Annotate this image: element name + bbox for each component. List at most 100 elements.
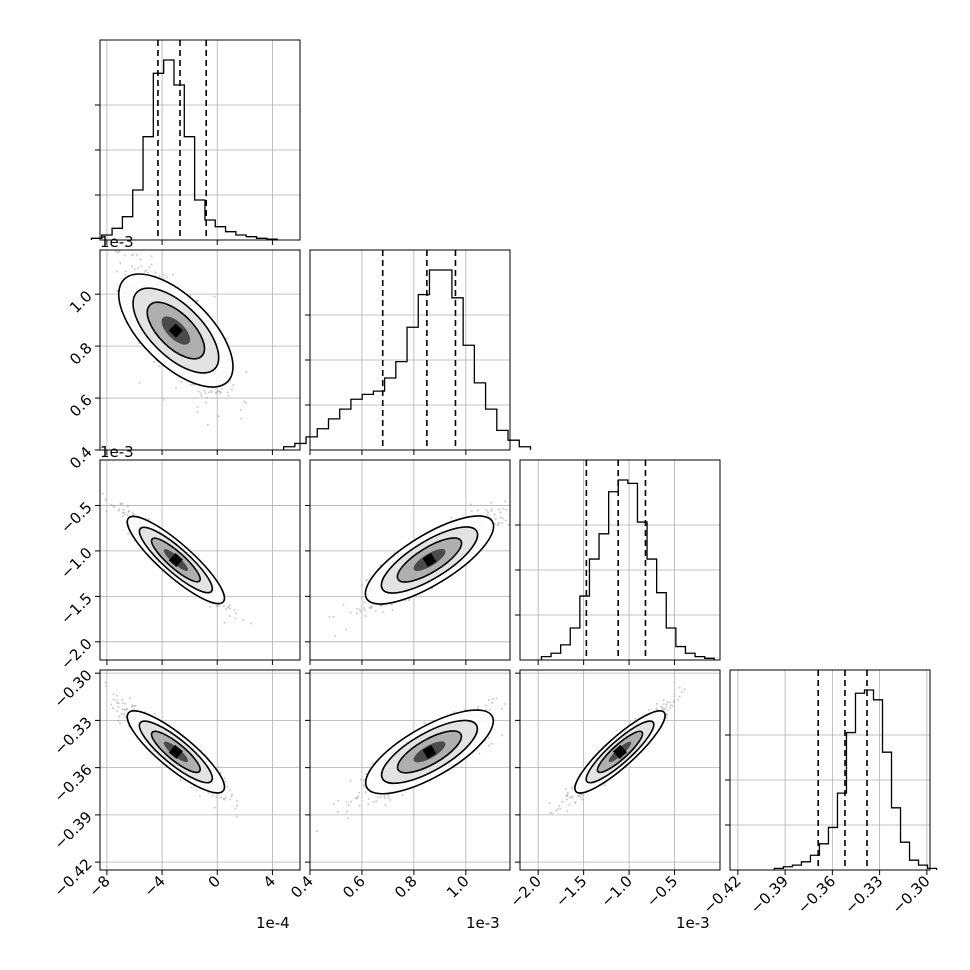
scatter-point	[243, 400, 246, 403]
scatter-point	[469, 503, 472, 506]
scatter-point	[162, 273, 165, 276]
scatter-point	[216, 389, 219, 392]
scatter-point	[112, 504, 115, 507]
scatter-point	[217, 605, 220, 608]
scatter-point	[389, 799, 392, 801]
scatter-point	[189, 383, 192, 386]
scatter-point	[150, 263, 153, 266]
scatter-point	[235, 804, 238, 807]
scatter-point	[140, 265, 142, 268]
scatter-point	[229, 798, 232, 801]
scatter-point	[197, 390, 200, 393]
scatter-point	[245, 401, 248, 404]
scatter-point	[485, 508, 488, 511]
y-tick-label-3-0: −0.42	[50, 855, 95, 900]
scatter-point	[342, 603, 345, 606]
scatter-point	[376, 796, 379, 799]
scatter-point	[126, 513, 129, 516]
scatter-point	[491, 701, 493, 704]
scatter-point	[360, 584, 363, 587]
x-tick-label-1-2: 0.8	[391, 872, 421, 902]
scatter-point	[363, 609, 366, 612]
scatter-point	[344, 628, 347, 631]
scatter-point	[504, 500, 507, 503]
scatter-point	[503, 703, 506, 705]
scatter-point	[391, 608, 394, 611]
scatter-point	[220, 387, 223, 390]
scatter-point	[213, 806, 216, 809]
histogram-0	[90, 59, 278, 240]
y-tick-label-3-1: −0.39	[50, 808, 95, 853]
scatter-point	[206, 397, 208, 399]
scatter-point	[364, 615, 367, 618]
scatter-point	[505, 508, 508, 511]
scatter-point	[124, 715, 127, 718]
scatter-point	[360, 596, 363, 599]
scatter-point	[452, 711, 455, 714]
panel-frame-2-0	[99, 459, 301, 661]
panel-2-2	[515, 459, 721, 665]
scatter-point	[580, 798, 583, 801]
scatter-point	[484, 704, 487, 707]
scatter-point	[489, 708, 491, 711]
panel-1-0: 0.40.60.81.0	[66, 249, 301, 473]
panel-3-0: −8 −4 0 4−0.42−0.39−0.36−0.33−0.30	[50, 666, 301, 900]
scatter-point	[478, 752, 481, 755]
scatter-point	[190, 786, 193, 789]
scatter-point	[384, 804, 387, 806]
scatter-point	[138, 381, 141, 384]
scatter-point	[354, 797, 357, 800]
scatter-point	[154, 712, 156, 715]
scatter-point	[450, 516, 452, 519]
scatter-point	[132, 704, 135, 707]
scatter-point	[125, 707, 128, 710]
scatter-point	[231, 793, 234, 796]
scatter-point	[232, 384, 235, 387]
scatter-point	[195, 789, 198, 792]
scatter-point	[328, 615, 331, 618]
scatter-point	[136, 254, 139, 257]
scatter-point	[132, 513, 135, 516]
scatter-point	[121, 698, 124, 701]
scatter-point	[224, 608, 227, 610]
scatter-point	[145, 269, 148, 272]
scatter-point	[234, 807, 237, 810]
density-peak-1-0	[168, 323, 183, 338]
scatter-point	[180, 380, 183, 383]
scatter-point	[476, 509, 479, 512]
scatter-point	[215, 605, 218, 607]
scatter-point	[488, 744, 490, 747]
scatter-point	[131, 705, 134, 708]
y-tick-label-3-4: −0.30	[50, 666, 95, 711]
density-peak-2-0	[168, 552, 183, 568]
scatter-point	[105, 510, 108, 513]
scatter-point	[387, 796, 390, 799]
scatter-point	[148, 266, 151, 269]
scatter-point	[561, 801, 564, 803]
scatter-point	[110, 703, 113, 706]
scatter-point	[198, 795, 201, 798]
scatter-point	[486, 513, 489, 516]
scatter-point	[137, 267, 140, 270]
y-tick-label-2-2: −1.0	[57, 544, 95, 582]
scatter-point	[500, 522, 503, 525]
scatter-point	[250, 622, 252, 625]
panel-2-0: −2.0−1.5−1.0−0.5	[57, 459, 301, 673]
scatter-point	[401, 794, 404, 797]
scatter-point	[375, 800, 378, 803]
panel-frame-1-0	[99, 249, 301, 451]
scatter-point	[196, 299, 199, 302]
scatter-point	[369, 607, 372, 610]
scatter-point	[492, 698, 495, 701]
x-tick-label-0-0: −8	[85, 872, 113, 900]
scatter-point	[332, 616, 335, 618]
scatter-point	[123, 713, 125, 716]
scatter-point	[223, 621, 226, 624]
scatter-point	[504, 519, 507, 522]
scatter-point	[370, 604, 372, 607]
scatter-point	[316, 830, 318, 833]
scatter-point	[358, 608, 361, 611]
scatter-point	[116, 709, 119, 712]
scatter-point	[490, 742, 493, 745]
